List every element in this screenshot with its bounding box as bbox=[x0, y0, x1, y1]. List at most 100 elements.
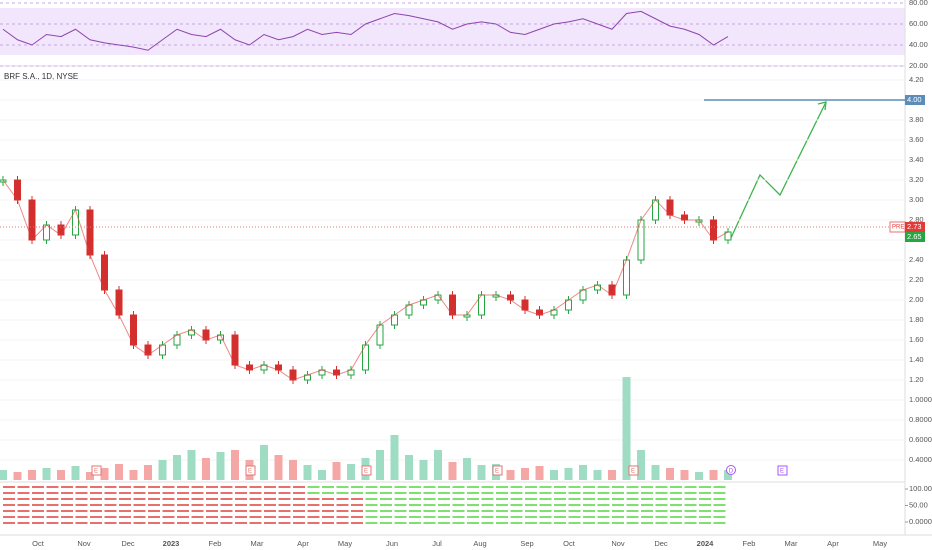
osc-dash bbox=[467, 510, 479, 512]
x-tick-label: Dec bbox=[121, 539, 135, 548]
osc-dash bbox=[423, 522, 436, 524]
osc-dash bbox=[133, 486, 146, 488]
osc-dash bbox=[307, 498, 320, 500]
osc-dash bbox=[496, 504, 508, 506]
projection-line bbox=[729, 101, 827, 241]
x-tick-label: Jun bbox=[386, 539, 398, 548]
osc-dash bbox=[597, 492, 610, 494]
osc-dash bbox=[554, 516, 566, 518]
x-tick-label: Aug bbox=[473, 539, 486, 548]
osc-dash bbox=[17, 498, 30, 500]
osc-dash bbox=[655, 504, 668, 506]
x-tick-label: May bbox=[873, 539, 887, 548]
volume-bar bbox=[666, 468, 674, 480]
event-label: E bbox=[780, 469, 784, 475]
osc-dash bbox=[583, 486, 595, 488]
event-label: E bbox=[495, 469, 499, 475]
osc-dash bbox=[583, 498, 595, 500]
osc-dash bbox=[61, 516, 73, 518]
volume-bar bbox=[347, 464, 355, 480]
x-tick-label: May bbox=[338, 539, 352, 548]
osc-dash bbox=[206, 510, 218, 512]
osc-dash bbox=[90, 522, 102, 524]
osc-dash bbox=[61, 486, 73, 488]
osc-dash bbox=[510, 486, 523, 488]
osc-dash bbox=[626, 516, 639, 518]
volume-bar bbox=[115, 464, 123, 480]
target-tag bbox=[905, 95, 925, 105]
osc-dash bbox=[510, 510, 523, 512]
osc-dash bbox=[568, 510, 581, 512]
osc-dash bbox=[409, 522, 421, 524]
osc-dash bbox=[713, 492, 726, 494]
osc-dash bbox=[162, 510, 175, 512]
osc-dash bbox=[539, 504, 552, 506]
osc-dash bbox=[249, 510, 262, 512]
volume-bar bbox=[13, 472, 22, 480]
osc-dash bbox=[365, 486, 378, 488]
osc-dash bbox=[452, 498, 465, 500]
osc-dash bbox=[539, 492, 552, 494]
osc-dash bbox=[133, 504, 146, 506]
volume-bar bbox=[405, 455, 413, 480]
projection-arrow bbox=[817, 101, 827, 111]
osc-dash bbox=[17, 522, 30, 524]
osc-dash bbox=[351, 510, 363, 512]
osc-dash bbox=[351, 522, 363, 524]
osc-dash bbox=[191, 510, 204, 512]
osc-dash bbox=[264, 510, 276, 512]
close-line bbox=[2, 179, 729, 381]
osc-dash bbox=[568, 492, 581, 494]
osc-dash bbox=[510, 522, 523, 524]
volume-bar bbox=[680, 470, 689, 480]
osc-dash bbox=[351, 492, 363, 494]
osc-dash bbox=[670, 522, 682, 524]
volume-bar bbox=[42, 468, 51, 480]
volume-bar bbox=[318, 470, 326, 480]
osc-dash bbox=[438, 498, 450, 500]
osc-dash bbox=[438, 504, 450, 506]
y-tick-label: 2.40 bbox=[909, 255, 924, 264]
osc-dash bbox=[394, 522, 407, 524]
osc-dash bbox=[525, 504, 537, 506]
osc-dash bbox=[278, 504, 291, 506]
osc-dash bbox=[365, 510, 378, 512]
osc-dash bbox=[133, 516, 146, 518]
osc-dash bbox=[380, 486, 392, 488]
osc-dash bbox=[32, 498, 44, 500]
y-tick-label: 3.80 bbox=[909, 115, 924, 124]
osc-dash bbox=[206, 504, 218, 506]
osc-dash bbox=[148, 486, 160, 488]
osc-dash bbox=[481, 522, 494, 524]
x-tick-label: Sep bbox=[520, 539, 533, 548]
osc-dash bbox=[568, 498, 581, 500]
osc-dash bbox=[380, 504, 392, 506]
osc-dash bbox=[61, 492, 73, 494]
osc-dash bbox=[61, 522, 73, 524]
osc-dash bbox=[670, 486, 682, 488]
y-tick-label: 0.6000 bbox=[909, 435, 932, 444]
osc-dash bbox=[249, 498, 262, 500]
volume-bar bbox=[71, 466, 80, 480]
y-tick-label: 4.20 bbox=[909, 75, 924, 84]
volume-bar bbox=[695, 472, 703, 480]
osc-dash bbox=[235, 498, 247, 500]
osc-dash bbox=[380, 516, 392, 518]
last-label: 2.73 bbox=[907, 222, 922, 231]
osc-dash bbox=[75, 510, 88, 512]
volume-bar bbox=[28, 470, 36, 480]
osc-dash bbox=[264, 504, 276, 506]
osc-dash bbox=[264, 492, 276, 494]
osc-dash bbox=[46, 516, 59, 518]
osc-dash bbox=[670, 498, 682, 500]
y-tick-label: 2.20 bbox=[909, 275, 924, 284]
osc-dash bbox=[32, 486, 44, 488]
osc-dash bbox=[177, 516, 189, 518]
osc-dash bbox=[46, 504, 59, 506]
osc-dash bbox=[162, 486, 175, 488]
osc-dash bbox=[655, 486, 668, 488]
osc-dash bbox=[133, 492, 146, 494]
event-label: E bbox=[631, 469, 635, 475]
y-tick-label: 1.80 bbox=[909, 315, 924, 324]
osc-dash bbox=[525, 516, 537, 518]
